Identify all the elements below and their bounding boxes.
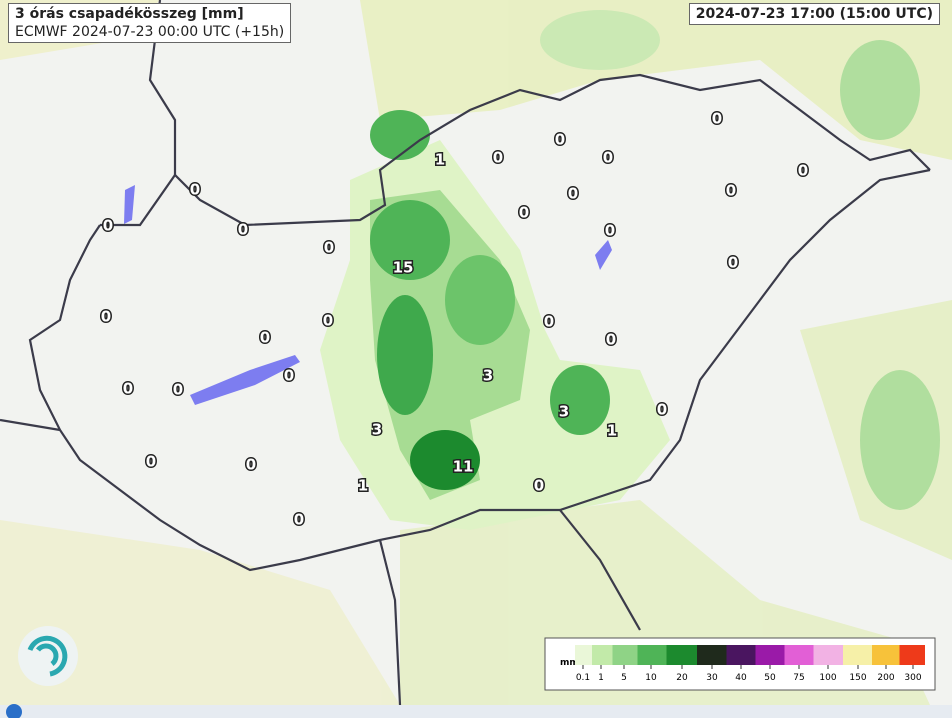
color-swatch (843, 645, 872, 665)
map-label: 0 (294, 511, 304, 529)
legend-unit: mm (560, 658, 579, 668)
map-label: 0 (493, 149, 503, 167)
map-label: 0 (103, 217, 113, 235)
title-box: 3 órás csapadékösszeg [mm] ECMWF 2024-07… (8, 3, 292, 43)
valid-time: 2024-07-23 17:00 (15:00 UTC) (688, 3, 940, 25)
map-label: 0 (101, 308, 111, 326)
map-label: 0 (728, 254, 738, 272)
water (124, 185, 612, 405)
color-swatch (666, 645, 697, 665)
map-label: 0 (568, 185, 578, 203)
legend-tick-label: 0.1 (576, 673, 590, 683)
map-label: 3 (559, 403, 569, 421)
color-swatch (612, 645, 638, 665)
map-label: 0 (606, 331, 616, 349)
color-swatch (872, 645, 900, 665)
color-swatch (784, 645, 814, 665)
color-swatch (592, 645, 613, 665)
color-swatch (755, 645, 785, 665)
color-swatch (637, 645, 667, 665)
map-label: 1 (435, 151, 445, 169)
map-label: 0 (605, 222, 615, 240)
map-label: 0 (173, 381, 183, 399)
map-label: 0 (519, 204, 529, 222)
map-label: 0 (712, 110, 722, 128)
color-swatch (813, 645, 843, 665)
subtitle: ECMWF 2024-07-23 00:00 UTC (+15h) (15, 24, 285, 40)
map-label: 0 (657, 401, 667, 419)
precipitation (320, 110, 670, 530)
color-swatch (726, 645, 756, 665)
map-label: 3 (483, 367, 493, 385)
map-label: 11 (453, 458, 474, 476)
map-label: 0 (323, 312, 333, 330)
legend: 0.1 1 5 10 20 30 40 50 75 100 150 200 300 (575, 645, 925, 683)
map-label: 1 (358, 477, 368, 495)
map-label: 0 (603, 149, 613, 167)
map-label: 0 (123, 380, 133, 398)
legend-tick-label: 150 (849, 673, 866, 683)
legend-tick-label: 75 (793, 673, 804, 683)
map-label: 0 (190, 181, 200, 199)
logo (18, 626, 78, 686)
map-label: 0 (146, 453, 156, 471)
color-swatch (899, 645, 925, 665)
legend-tick-label: 5 (621, 673, 627, 683)
legend-tick-label: 30 (706, 673, 718, 683)
map-label: 0 (555, 131, 565, 149)
legend-tick-label: 100 (819, 673, 836, 683)
map-label: 0 (260, 329, 270, 347)
map-label: 0 (246, 456, 256, 474)
legend-tick-label: 20 (676, 673, 688, 683)
title: 3 órás csapadékösszeg [mm] (15, 6, 244, 22)
map-label: 0 (544, 313, 554, 331)
legend-tick-label: 300 (904, 673, 921, 683)
color-swatch (697, 645, 727, 665)
legend-tick-label: 10 (645, 673, 657, 683)
map-label: 15 (393, 259, 414, 277)
legend-tick-label: 40 (735, 673, 747, 683)
legend-tick-label: 1 (598, 673, 604, 683)
map-label: 3 (372, 421, 382, 439)
map-label: 0 (284, 367, 294, 385)
map-label: 0 (324, 239, 334, 257)
legend-tick-label: 200 (877, 673, 894, 683)
map-label: 0 (238, 221, 248, 239)
map-label: 0 (726, 182, 736, 200)
color-swatch (575, 645, 592, 665)
map-label: 0 (534, 477, 544, 495)
status-icon (6, 704, 22, 718)
map-label: 1 (607, 422, 617, 440)
legend-tick-label: 50 (764, 673, 776, 683)
status-bar (0, 705, 952, 718)
map-label: 0 (798, 162, 808, 180)
